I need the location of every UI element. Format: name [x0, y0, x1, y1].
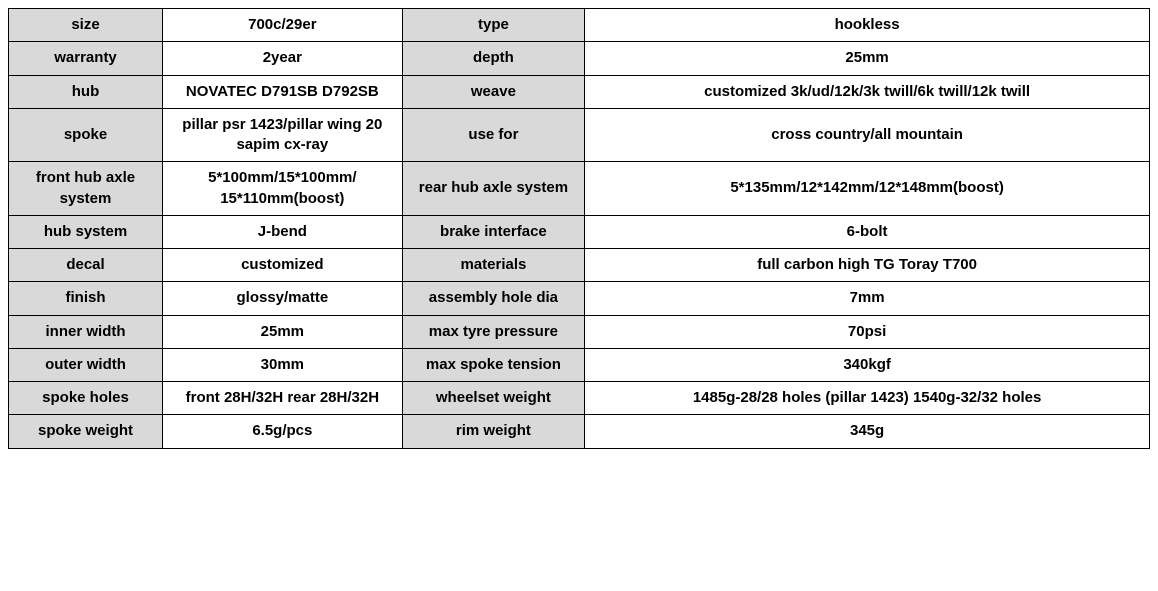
spec-value: cross country/all mountain — [585, 108, 1150, 162]
spec-value: J-bend — [163, 215, 403, 248]
table-row: inner width 25mm max tyre pressure 70psi — [9, 315, 1150, 348]
spec-label: assembly hole dia — [402, 282, 585, 315]
spec-label: hub system — [9, 215, 163, 248]
table-row: front hub axle system 5*100mm/15*100mm/ … — [9, 162, 1150, 216]
spec-label: max spoke tension — [402, 348, 585, 381]
table-row: warranty 2year depth 25mm — [9, 42, 1150, 75]
spec-label: outer width — [9, 348, 163, 381]
table-row: spoke weight 6.5g/pcs rim weight 345g — [9, 415, 1150, 448]
spec-label: hub — [9, 75, 163, 108]
spec-label: spoke holes — [9, 382, 163, 415]
spec-value: 1485g-28/28 holes (pillar 1423) 1540g-32… — [585, 382, 1150, 415]
spec-label: decal — [9, 249, 163, 282]
spec-value: 6-bolt — [585, 215, 1150, 248]
spec-value: customized — [163, 249, 403, 282]
table-row: spoke pillar psr 1423/pillar wing 20 sap… — [9, 108, 1150, 162]
spec-value: 25mm — [163, 315, 403, 348]
spec-label: weave — [402, 75, 585, 108]
table-row: hub system J-bend brake interface 6-bolt — [9, 215, 1150, 248]
spec-label: rim weight — [402, 415, 585, 448]
spec-label: front hub axle system — [9, 162, 163, 216]
table-row: finish glossy/matte assembly hole dia 7m… — [9, 282, 1150, 315]
spec-label: brake interface — [402, 215, 585, 248]
spec-value: 5*135mm/12*142mm/12*148mm(boost) — [585, 162, 1150, 216]
spec-value: 25mm — [585, 42, 1150, 75]
table-row: outer width 30mm max spoke tension 340kg… — [9, 348, 1150, 381]
spec-label: warranty — [9, 42, 163, 75]
spec-label: materials — [402, 249, 585, 282]
spec-value: customized 3k/ud/12k/3k twill/6k twill/1… — [585, 75, 1150, 108]
spec-label: spoke weight — [9, 415, 163, 448]
spec-label: type — [402, 9, 585, 42]
spec-label: use for — [402, 108, 585, 162]
table-row: spoke holes front 28H/32H rear 28H/32H w… — [9, 382, 1150, 415]
spec-value: 30mm — [163, 348, 403, 381]
spec-value: front 28H/32H rear 28H/32H — [163, 382, 403, 415]
table-row: hub NOVATEC D791SB D792SB weave customiz… — [9, 75, 1150, 108]
spec-label: wheelset weight — [402, 382, 585, 415]
table-row: decal customized materials full carbon h… — [9, 249, 1150, 282]
spec-value: 700c/29er — [163, 9, 403, 42]
spec-value: full carbon high TG Toray T700 — [585, 249, 1150, 282]
spec-label: inner width — [9, 315, 163, 348]
spec-value: 345g — [585, 415, 1150, 448]
spec-value: 6.5g/pcs — [163, 415, 403, 448]
spec-label: max tyre pressure — [402, 315, 585, 348]
spec-table: size 700c/29er type hookless warranty 2y… — [8, 8, 1150, 449]
spec-label: depth — [402, 42, 585, 75]
spec-value: 340kgf — [585, 348, 1150, 381]
spec-value: 7mm — [585, 282, 1150, 315]
spec-value: glossy/matte — [163, 282, 403, 315]
spec-value: NOVATEC D791SB D792SB — [163, 75, 403, 108]
spec-label: finish — [9, 282, 163, 315]
spec-value: 70psi — [585, 315, 1150, 348]
spec-table-body: size 700c/29er type hookless warranty 2y… — [9, 9, 1150, 449]
spec-value: 5*100mm/15*100mm/ 15*110mm(boost) — [163, 162, 403, 216]
spec-value: 2year — [163, 42, 403, 75]
spec-value: hookless — [585, 9, 1150, 42]
spec-value: pillar psr 1423/pillar wing 20 sapim cx-… — [163, 108, 403, 162]
spec-label: spoke — [9, 108, 163, 162]
table-row: size 700c/29er type hookless — [9, 9, 1150, 42]
spec-label: rear hub axle system — [402, 162, 585, 216]
spec-label: size — [9, 9, 163, 42]
